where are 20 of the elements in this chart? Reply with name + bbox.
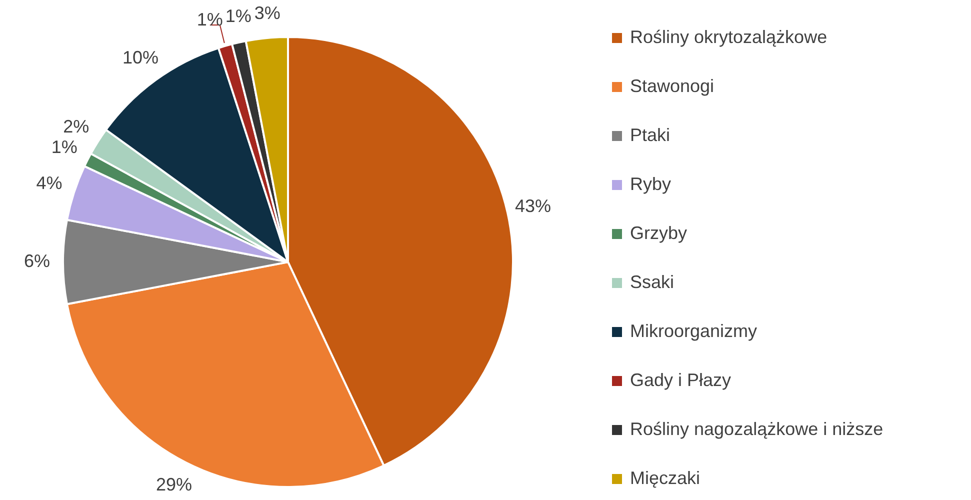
data-label: 1% <box>196 10 223 30</box>
data-label: 43% <box>514 196 551 216</box>
legend-label: Rośliny nagozalążkowe i niższe <box>630 418 884 439</box>
legend-label: Mięczaki <box>630 468 700 488</box>
data-label: 6% <box>24 250 50 271</box>
legend-label: Stawonogi <box>630 76 714 96</box>
legend-label: Ptaki <box>630 124 670 145</box>
data-label: 10% <box>122 48 158 68</box>
data-label: 3% <box>254 2 280 23</box>
data-label: 4% <box>36 173 62 194</box>
data-label: 1% <box>225 6 252 26</box>
legend-label: Gady i Płazy <box>630 370 732 390</box>
legend-label: Ryby <box>630 174 672 194</box>
legend-label: Mikroorganizmy <box>630 320 758 341</box>
legend-label: Grzyby <box>630 222 688 243</box>
data-label: 29% <box>156 474 192 494</box>
data-label: 2% <box>63 116 90 136</box>
legend-label: Rośliny okrytozalążkowe <box>630 26 828 47</box>
legend-label: Ssaki <box>630 272 674 292</box>
data-label: 1% <box>51 136 78 157</box>
